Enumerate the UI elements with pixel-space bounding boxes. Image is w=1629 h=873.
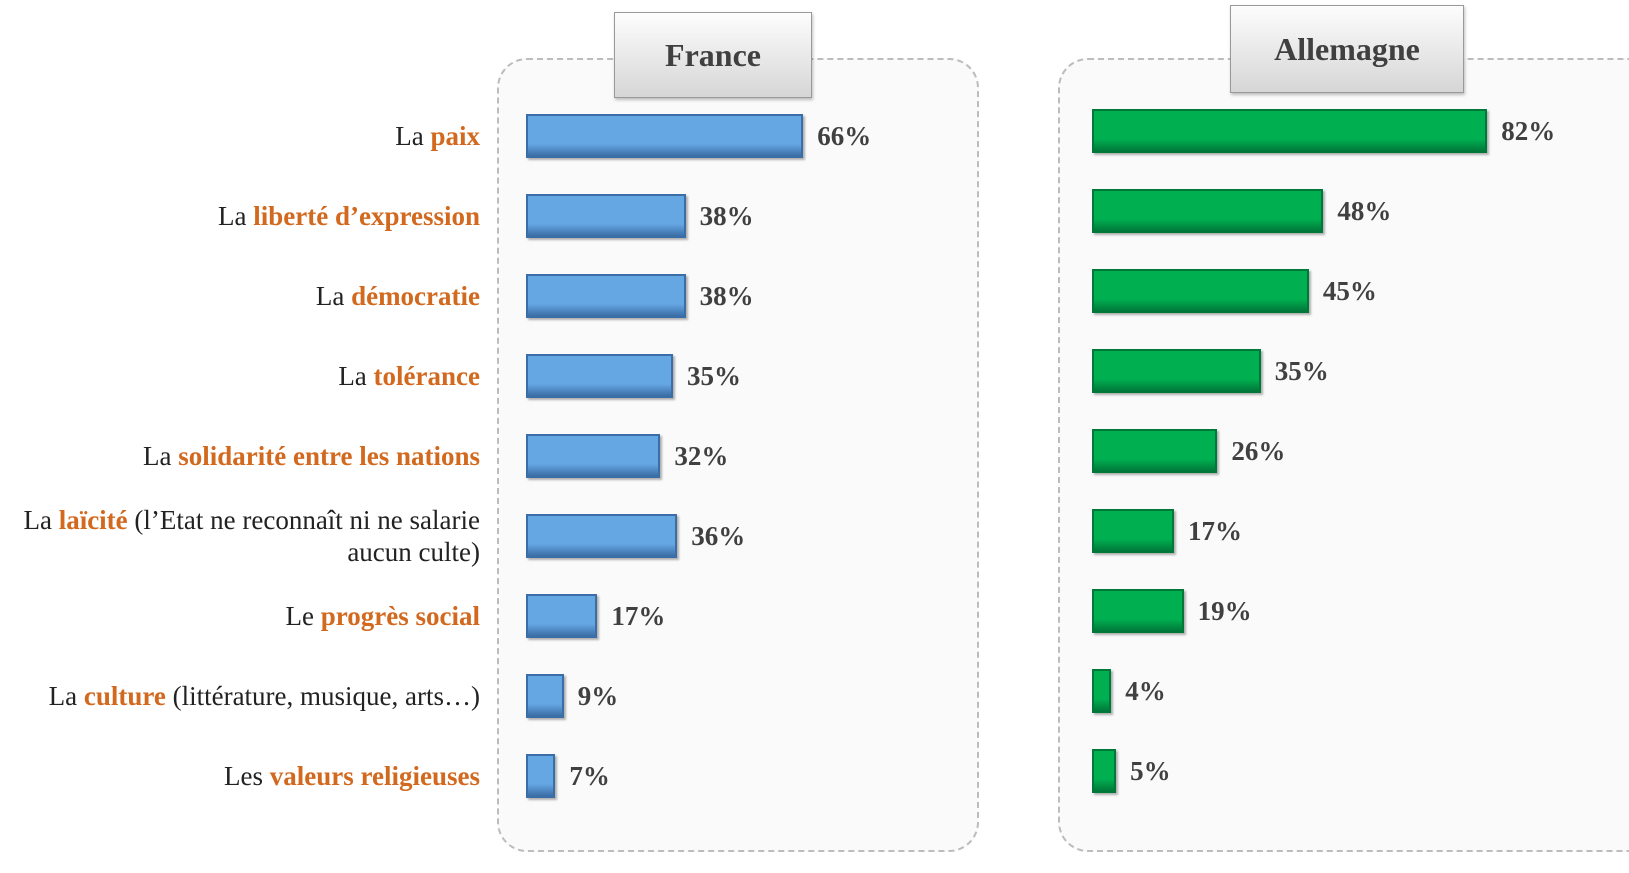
value-label: 48% bbox=[1337, 195, 1392, 226]
category-label: La paix bbox=[5, 120, 480, 152]
bar bbox=[526, 674, 564, 718]
value-label: 38% bbox=[699, 280, 754, 311]
value-label: 17% bbox=[611, 600, 666, 631]
category-keyword: progrès social bbox=[320, 601, 480, 631]
bar bbox=[1092, 349, 1261, 393]
category-label: La solidarité entre les nations bbox=[5, 440, 480, 472]
value-label: 17% bbox=[1187, 515, 1242, 546]
category-label: La tolérance bbox=[5, 360, 480, 392]
bar bbox=[1092, 109, 1488, 153]
category-lead: La bbox=[395, 121, 424, 151]
category-keyword: tolérance bbox=[373, 361, 480, 391]
category-keyword: culture bbox=[83, 681, 166, 711]
value-label: 19% bbox=[1197, 595, 1252, 626]
bar bbox=[526, 754, 556, 798]
value-label: 35% bbox=[687, 360, 741, 391]
bar bbox=[526, 594, 598, 638]
bar bbox=[526, 274, 686, 318]
category-lead: La bbox=[338, 361, 367, 391]
category-keyword: solidarité entre les nations bbox=[178, 441, 480, 471]
bar bbox=[526, 114, 804, 158]
category-keyword: valeurs religieuses bbox=[269, 761, 480, 791]
value-label: 9% bbox=[577, 680, 619, 711]
category-label: Le progrès social bbox=[5, 600, 480, 632]
value-label: 26% bbox=[1231, 435, 1286, 466]
bar bbox=[1092, 669, 1112, 713]
panel-title: Allemagne bbox=[1230, 5, 1464, 93]
bar bbox=[1092, 589, 1184, 633]
value-label: 45% bbox=[1322, 275, 1377, 306]
bar bbox=[1092, 509, 1174, 553]
category-lead: La bbox=[143, 441, 172, 471]
bar bbox=[1092, 429, 1218, 473]
value-label: 4% bbox=[1125, 675, 1166, 706]
category-label: La laïcité (l’Etat ne reconnaît ni ne sala… bbox=[5, 504, 480, 568]
value-label: 7% bbox=[569, 760, 610, 791]
value-label: 36% bbox=[691, 520, 746, 551]
category-label: La démocratie bbox=[5, 280, 480, 312]
bar bbox=[1092, 189, 1324, 233]
category-label: La culture (littérature, musique, arts…) bbox=[5, 680, 480, 712]
category-lead: Les bbox=[224, 761, 264, 791]
value-label: 32% bbox=[674, 440, 729, 471]
value-label: 35% bbox=[1274, 355, 1329, 386]
category-lead: La bbox=[315, 281, 345, 311]
value-label: 82% bbox=[1501, 115, 1556, 146]
value-label: 38% bbox=[699, 200, 754, 231]
bar bbox=[1092, 749, 1117, 793]
value-label: 66% bbox=[817, 120, 872, 151]
category-lead: Le bbox=[285, 601, 315, 631]
category-detail: (littérature, musique, arts…) bbox=[172, 681, 480, 711]
panel-title: France bbox=[614, 12, 812, 98]
category-lead: La bbox=[48, 681, 78, 711]
category-keyword: paix bbox=[430, 121, 480, 151]
bar bbox=[526, 354, 673, 398]
category-keyword: laïcité bbox=[58, 505, 128, 535]
bar bbox=[1092, 269, 1309, 313]
category-label: La liberté d’expression bbox=[5, 200, 480, 232]
category-lead: La bbox=[218, 201, 247, 231]
category-label: Les valeurs religieuses bbox=[5, 760, 480, 792]
category-lead: La bbox=[23, 505, 52, 535]
category-keyword: démocratie bbox=[351, 281, 480, 311]
category-detail: (l’Etat ne reconnaît ni ne salarie aucun… bbox=[134, 505, 480, 567]
bar bbox=[526, 514, 678, 558]
category-keyword: liberté d’expression bbox=[253, 201, 480, 231]
bar bbox=[526, 434, 661, 478]
value-label: 5% bbox=[1130, 755, 1171, 786]
bar bbox=[526, 194, 686, 238]
